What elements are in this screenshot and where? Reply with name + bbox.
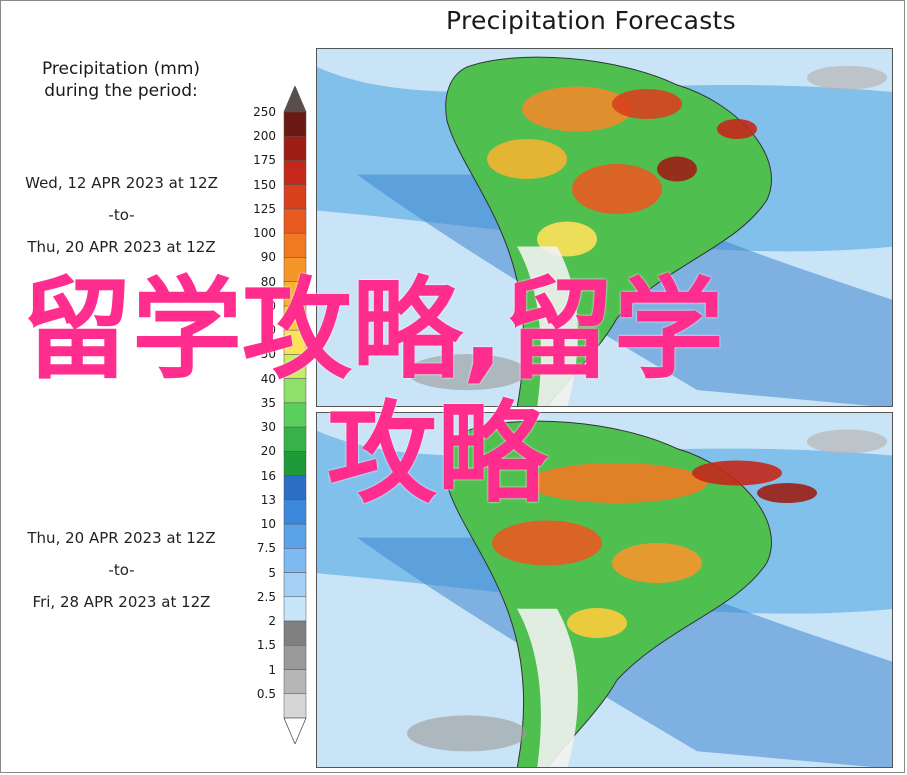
map-period-1 — [316, 48, 893, 407]
colorbar-swatch — [283, 111, 307, 137]
rain-intensity-patch — [572, 164, 662, 214]
colorbar-swatch — [283, 160, 307, 185]
colorbar-tick-label: 13 — [260, 492, 276, 507]
period-2-separator: -to- — [108, 561, 135, 579]
map-period-2-image — [317, 413, 892, 767]
colorbar-tick-label: 50 — [260, 347, 276, 362]
rain-intensity-patch — [657, 156, 697, 182]
colorbar-tick-label: 70 — [260, 298, 276, 313]
colorbar-tick-label: 2 — [268, 614, 276, 629]
colorbar-swatch — [283, 645, 307, 670]
colorbar-tick-label: 150 — [253, 177, 276, 192]
colorbar-swatch — [283, 354, 307, 379]
colorbar-swatch — [283, 426, 307, 452]
drizzle-zone — [807, 65, 887, 90]
colorbar-tick-label: 1 — [268, 662, 276, 677]
colorbar-swatch — [283, 135, 307, 161]
colorbar-tick-label: 125 — [253, 201, 276, 216]
colorbar-tick-label: 175 — [253, 153, 276, 168]
colorbar-swatch — [283, 184, 307, 210]
colorbar-swatch — [283, 693, 307, 719]
period-1-separator: -to- — [108, 206, 135, 224]
colorbar-tick-label: 30 — [260, 420, 276, 435]
colorbar-swatch — [283, 232, 307, 258]
colorbar-swatch — [283, 475, 307, 501]
colorbar-tick-label: 60 — [260, 323, 276, 338]
legend-title: Precipitation (mm) during the period: — [6, 58, 236, 102]
colorbar-swatch — [283, 596, 307, 622]
rain-intensity-patch — [492, 520, 602, 566]
colorbar-swatch — [283, 305, 307, 331]
colorbar-tick-label: 10 — [260, 517, 276, 532]
period-2-label: Thu, 20 APR 2023 at 12Z -to- Fri, 28 APR… — [0, 522, 243, 618]
legend-title-line2: during the period: — [44, 81, 198, 101]
colorbar-swatch — [283, 329, 307, 355]
colorbar-tick-label: 1.5 — [256, 638, 276, 653]
rain-intensity-patch — [757, 483, 817, 503]
colorbar-tick-label: 100 — [253, 226, 276, 241]
colorbar-swatch — [283, 257, 307, 282]
colorbar-tick-label: 200 — [253, 129, 276, 144]
rain-intensity-patch — [612, 543, 702, 583]
drizzle-zone — [407, 715, 527, 752]
colorbar-swatch — [283, 402, 307, 428]
dry-zone — [517, 246, 578, 406]
colorbar-swatch — [283, 499, 307, 525]
rain-intensity-patch — [527, 463, 707, 503]
colorbar-tick-label: 2.5 — [256, 589, 276, 604]
rain-intensity-patch — [612, 89, 682, 119]
drizzle-zone — [807, 429, 887, 454]
rain-intensity-patch — [567, 608, 627, 638]
legend-title-line1: Precipitation (mm) — [41, 59, 201, 79]
colorbar-tick-label: 80 — [260, 274, 276, 289]
colorbar-tick-label: 0.5 — [256, 686, 276, 701]
rain-intensity-patch — [717, 119, 757, 139]
colorbar-swatch — [283, 523, 307, 549]
colorbar-swatch — [283, 572, 307, 598]
colorbar-swatch — [283, 281, 307, 307]
precipitation-colorbar — [283, 86, 307, 744]
page-title: Precipitation Forecasts — [446, 6, 736, 35]
period-2-end: Fri, 28 APR 2023 at 12Z — [32, 593, 211, 611]
colorbar-swatch — [283, 208, 307, 234]
colorbar-tick-label: 16 — [260, 468, 276, 483]
colorbar-bottom-arrow — [283, 717, 307, 744]
map-period-2 — [316, 412, 893, 768]
colorbar-tick-label: 35 — [260, 395, 276, 410]
colorbar-tick-label: 250 — [253, 105, 276, 119]
colorbar-tick-label: 7.5 — [256, 541, 276, 556]
period-2-start: Thu, 20 APR 2023 at 12Z — [27, 529, 216, 547]
dry-zone — [517, 608, 578, 767]
colorbar-swatch — [283, 548, 307, 573]
map-period-1-image — [317, 49, 892, 406]
colorbar-swatch — [283, 451, 307, 476]
colorbar-tick-label: 90 — [260, 250, 276, 265]
period-1-label: Wed, 12 APR 2023 at 12Z -to- Thu, 20 APR… — [0, 167, 243, 263]
colorbar-tick-label: 20 — [260, 444, 276, 459]
colorbar-top-arrow — [283, 86, 307, 113]
drizzle-zone — [407, 354, 527, 391]
rain-intensity-patch — [522, 86, 632, 132]
period-1-start: Wed, 12 APR 2023 at 12Z — [25, 174, 218, 192]
rain-intensity-patch — [487, 139, 567, 179]
continent-landmass — [445, 420, 772, 767]
colorbar-swatch — [283, 620, 307, 646]
colorbar-swatch — [283, 669, 307, 695]
colorbar-tick-label: 5 — [268, 565, 276, 580]
colorbar-swatch — [283, 378, 307, 404]
colorbar-tick-label: 40 — [260, 371, 276, 386]
rain-intensity-patch — [692, 460, 782, 486]
period-1-end: Thu, 20 APR 2023 at 12Z — [27, 238, 216, 256]
